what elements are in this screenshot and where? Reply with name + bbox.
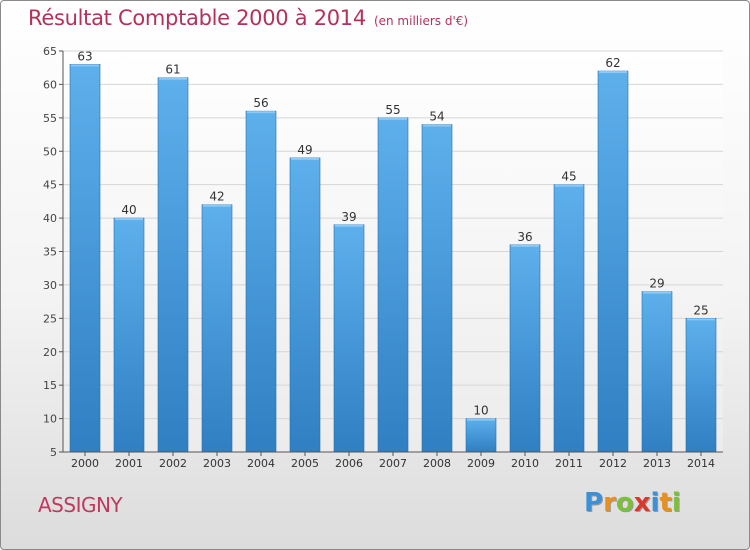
x-tick-label: 2003 (203, 457, 231, 470)
data-labels: 63 40 61 42 56 49 39 55 54 10 36 45 62 29 25 (77, 49, 708, 417)
y-tick-label: 25 (43, 312, 57, 325)
data-label: 63 (77, 49, 92, 63)
y-tick-label: 60 (43, 78, 57, 91)
y-tick-label: 40 (43, 212, 57, 225)
data-label: 10 (473, 404, 488, 418)
bar-highlight (643, 291, 671, 294)
x-tick-label: 2010 (511, 457, 539, 470)
data-label: 39 (341, 210, 356, 224)
bar-highlight (203, 204, 231, 207)
y-tick-label: 65 (43, 45, 57, 58)
bar-2001 (113, 217, 145, 453)
y-tick-label: 20 (43, 346, 57, 359)
bar-2014 (685, 318, 717, 453)
chart-title-text: Résultat Comptable 2000 à 2014 (28, 6, 366, 30)
data-label: 61 (165, 63, 180, 77)
x-tick-label: 2002 (159, 457, 187, 470)
x-tick-label: 2007 (379, 457, 407, 470)
x-tick-label: 2005 (291, 457, 319, 470)
data-label: 49 (297, 143, 312, 157)
bar-highlight (115, 218, 143, 221)
x-tick-label: 2008 (423, 457, 451, 470)
bar-highlight (379, 117, 407, 120)
bar-highlight (335, 224, 363, 227)
chart-title: Résultat Comptable 2000 à 2014 (en millie… (28, 6, 468, 30)
x-tick-label: 2009 (467, 457, 495, 470)
chart-subtitle: (en milliers d'€) (373, 14, 469, 28)
x-tick-label: 2012 (599, 457, 627, 470)
data-label: 45 (561, 170, 576, 184)
bar-2007 (377, 117, 409, 453)
x-tick-label: 2014 (687, 457, 715, 470)
bar-highlight (555, 184, 583, 187)
x-tick-label: 2004 (247, 457, 275, 470)
y-tick-label: 35 (43, 246, 57, 259)
bar-highlight (511, 244, 539, 247)
data-label: 36 (517, 230, 532, 244)
data-label: 56 (253, 96, 268, 110)
y-tick-label: 5 (50, 446, 57, 459)
proxiti-logo: Proxiti (584, 488, 681, 518)
y-tick-label: 45 (43, 179, 57, 192)
bar-highlight (687, 318, 715, 321)
bar-2009 (465, 418, 497, 453)
data-label: 25 (693, 303, 708, 317)
bar-2010 (509, 244, 541, 453)
commune-name: ASSIGNY (38, 493, 123, 517)
y-tick-label: 30 (43, 279, 57, 292)
y-tick-label: 50 (43, 145, 57, 158)
axes: 5 10 15 20 25 30 35 40 45 50 55 60 65 2000 2001 2002 200… (43, 45, 723, 470)
bar-2006 (333, 224, 365, 453)
x-tick-label: 2013 (643, 457, 671, 470)
bars (69, 64, 717, 453)
bar-highlight (467, 418, 495, 421)
bar-2000 (69, 64, 101, 453)
x-tick-label: 2001 (115, 457, 143, 470)
bar-2011 (553, 184, 585, 453)
bar-highlight (247, 111, 275, 114)
data-label: 62 (605, 56, 620, 70)
bar-2008 (421, 124, 453, 453)
data-label: 42 (209, 190, 224, 204)
y-tick-label: 15 (43, 379, 57, 392)
y-tick-label: 10 (43, 413, 57, 426)
bar-2002 (157, 77, 189, 453)
bar-2012 (597, 70, 629, 453)
bar-highlight (423, 124, 451, 127)
x-tick-label: 2011 (555, 457, 583, 470)
bar-highlight (71, 64, 99, 67)
y-tick-label: 55 (43, 112, 57, 125)
x-tick-label: 2006 (335, 457, 363, 470)
bar-highlight (599, 71, 627, 74)
bar-2003 (201, 204, 233, 453)
x-tick-label: 2000 (71, 457, 99, 470)
bar-2013 (641, 291, 673, 453)
data-label: 40 (121, 203, 136, 217)
bar-highlight (291, 157, 319, 160)
data-label: 54 (429, 110, 444, 124)
bar-2005 (289, 157, 321, 453)
bar-2004 (245, 110, 277, 453)
data-label: 29 (649, 277, 664, 291)
data-label: 55 (385, 103, 400, 117)
bar-highlight (159, 77, 187, 80)
